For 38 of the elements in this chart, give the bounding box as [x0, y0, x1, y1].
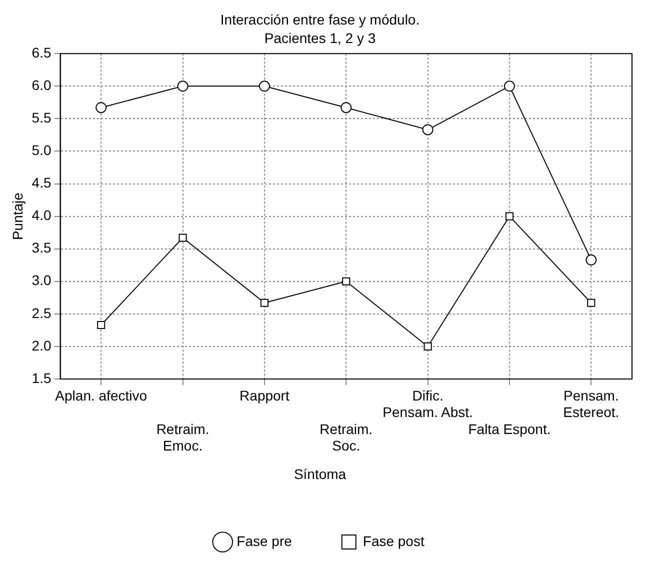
y-tick-label: 6.0: [32, 77, 52, 93]
point: [178, 234, 187, 242]
point: [587, 298, 596, 307]
point: [258, 80, 270, 92]
point: [422, 124, 434, 136]
point: [342, 277, 350, 286]
point: [97, 320, 106, 330]
y-tick-label: 5.5: [32, 110, 52, 126]
x-tick-label: Retraim. Emoc.: [156, 420, 210, 454]
y-tick-label: 4.5: [32, 174, 52, 191]
point: [96, 102, 107, 114]
y-tick-label: 2.0: [32, 337, 52, 354]
y-axis-title: Puntaje: [9, 192, 26, 240]
y-tick-label: 6.5: [32, 44, 52, 60]
y-tick-label: 1.5: [32, 370, 52, 386]
point: [504, 80, 515, 92]
chart-title: Interacción entre fase y módulo.: [220, 11, 420, 28]
point: [340, 102, 352, 114]
x-tick-label: Aplan. afectivo: [55, 387, 148, 404]
y-tick-label: 5.0: [32, 142, 52, 158]
point: [424, 342, 432, 350]
point: [586, 254, 597, 266]
y-tick-label: 3.0: [32, 272, 52, 288]
x-tick-label: Pensam. Estereot.: [563, 387, 620, 420]
legend-label: Fase post: [362, 532, 424, 549]
point: [505, 212, 514, 220]
y-tick-label: 4.0: [32, 207, 52, 224]
y-tick-label: 2.5: [32, 304, 52, 321]
x-tick-label: Retraim. Soc.: [320, 420, 373, 454]
legend-title: Síntoma: [294, 466, 346, 482]
x-tick-label: Rapport: [240, 387, 290, 404]
point: [177, 80, 188, 92]
y-tick-label: 3.5: [32, 240, 52, 256]
x-tick-label: Dific. Pensam. Abst.: [382, 387, 473, 420]
point: [260, 298, 268, 307]
chart-subtitle: Pacientes 1, 2 y 3: [264, 30, 376, 46]
legend-label: Fase pre: [236, 532, 292, 549]
x-tick-label: Falta Espont.: [468, 420, 551, 437]
